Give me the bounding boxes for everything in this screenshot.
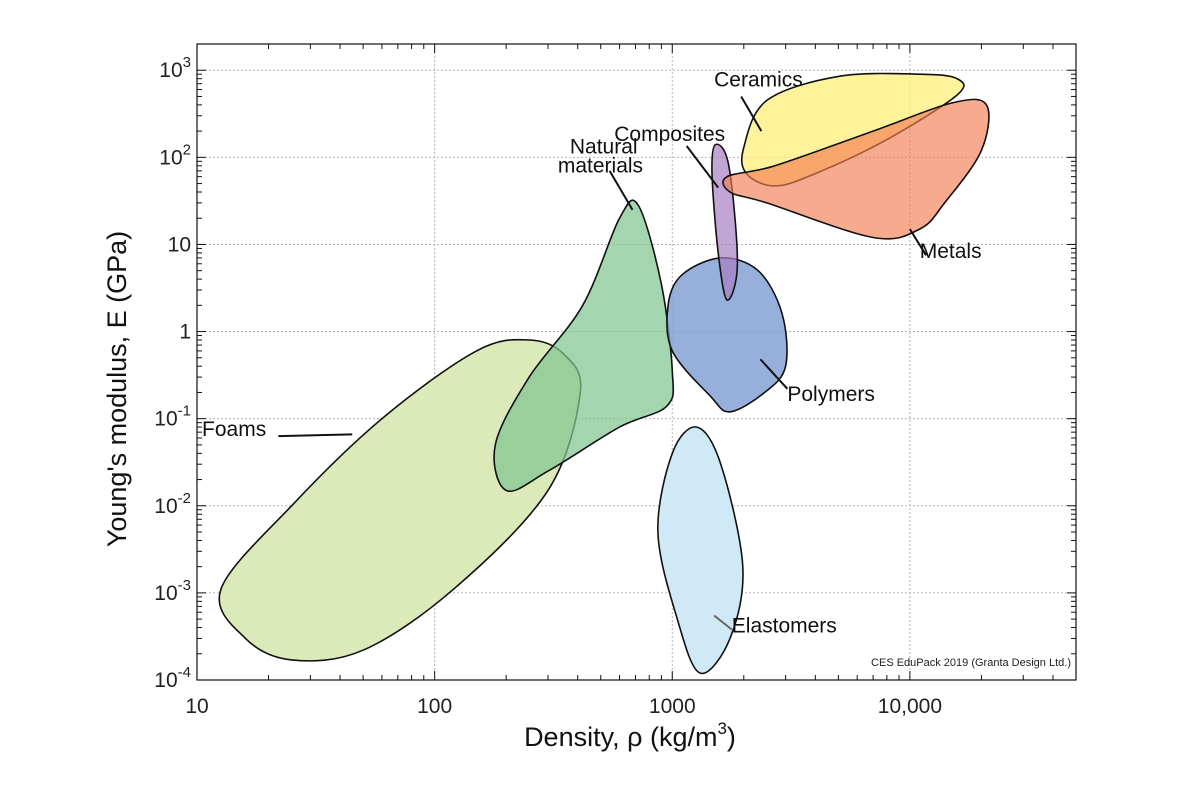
x-tick-label: 1000	[649, 695, 696, 718]
bubble-labels: Foams Natural materials Elastomers Polymers C…	[202, 69, 982, 638]
y-tick-label-exponent: 3	[183, 54, 191, 71]
label-natural-materials: Natural materials	[558, 136, 643, 178]
label-line: Composites	[614, 123, 725, 146]
y-tick-label-base: 10	[159, 146, 182, 169]
y-axis-title: Young's modulus, E (GPa)	[102, 231, 132, 547]
label-line: Polymers	[787, 383, 875, 406]
label-elastomers: Elastomers	[732, 615, 837, 638]
leader-line-foams	[278, 433, 353, 438]
material-bubbles	[218, 72, 990, 675]
y-tick-label-base: 1	[179, 321, 191, 344]
y-tick-label-base: 10	[154, 495, 177, 518]
bubble-natural-materials	[493, 199, 675, 493]
y-tick-label-base: 10	[168, 233, 191, 256]
credit-text: CES EduPack 2019 (Granta Design Ltd.)	[871, 657, 1071, 669]
y-tick-label: 10-1	[154, 403, 191, 431]
bubble-metals	[722, 98, 990, 240]
leader-line-metals	[909, 228, 927, 256]
y-tick-label: 10	[168, 233, 191, 256]
label-line: Elastomers	[732, 615, 837, 638]
x-axis-title-main: Density, ρ (kg/m	[524, 722, 717, 752]
label-ceramics: Ceramics	[714, 69, 803, 92]
y-tick-label-exponent: -2	[178, 490, 191, 507]
leader-line-natural-materials	[608, 170, 634, 211]
x-tick-label: 100	[417, 695, 452, 718]
leader-line-polymers	[759, 358, 789, 390]
label-metals: Metals	[920, 240, 982, 263]
leader-lines	[278, 95, 927, 631]
label-line: Foams	[202, 418, 266, 441]
y-tick-label-base: 10	[154, 408, 177, 431]
leader-line-elastomers	[713, 614, 733, 631]
leader-line-composites	[685, 145, 719, 189]
tick-marks	[196, 44, 1076, 681]
y-tick-label-base: 10	[154, 669, 177, 692]
leader-line-ceramics	[740, 95, 763, 132]
y-tick-label: 10-4	[154, 664, 191, 692]
y-tick-label-exponent: 2	[183, 141, 191, 158]
x-axis-title-end: )	[727, 722, 736, 752]
y-tick-label-exponent: -4	[178, 664, 191, 681]
label-polymers: Polymers	[787, 383, 875, 406]
axes	[196, 43, 1077, 681]
label-line: Natural	[570, 136, 638, 159]
y-tick-label: 10-2	[154, 490, 191, 518]
y-tick-label: 102	[159, 141, 191, 169]
x-tick-label: 10	[185, 695, 208, 718]
x-axis-title: Density, ρ (kg/m3)	[524, 719, 736, 752]
label-line: Ceramics	[714, 69, 803, 92]
y-tick-label-base: 10	[159, 59, 182, 82]
y-tick-label-exponent: -3	[178, 577, 191, 594]
y-tick-label: 103	[159, 54, 191, 82]
y-tick-label-base: 10	[154, 582, 177, 605]
y-tick-label: 10-3	[154, 577, 191, 605]
y-tick-label: 1	[179, 321, 191, 344]
y-tick-label-exponent: -1	[178, 403, 191, 420]
x-axis-title-sup: 3	[717, 719, 726, 738]
label-line: materials	[558, 155, 643, 178]
x-tick-label: 10,000	[878, 695, 942, 718]
label-line: Metals	[920, 240, 982, 263]
bubble-elastomers	[657, 426, 744, 675]
plot-frame	[196, 43, 1077, 681]
label-foams: Foams	[202, 418, 266, 441]
label-composites: Composites	[614, 123, 725, 146]
bubble-polymers	[666, 257, 788, 413]
